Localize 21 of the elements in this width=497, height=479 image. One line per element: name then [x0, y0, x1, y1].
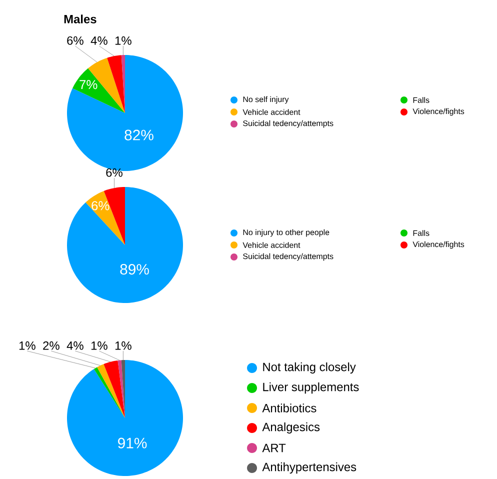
data-label: 1%	[115, 36, 132, 45]
data-label: 1%	[91, 341, 108, 350]
data-label: 82%	[124, 130, 154, 140]
legend-label: Not taking closely	[263, 362, 356, 374]
data-label: 2%	[43, 341, 60, 350]
data-label: 6%	[92, 201, 110, 210]
data-label: 91%	[118, 438, 147, 448]
data-label: 1%	[19, 341, 36, 350]
data-label: 6%	[67, 36, 84, 45]
legend-label: Antihypertensives	[262, 462, 356, 474]
data-label: 89%	[120, 264, 149, 275]
legend-label: Analgesics	[262, 422, 320, 434]
data-label: 4%	[90, 36, 108, 45]
data-label: 7%	[80, 80, 98, 90]
legend-label: ART	[262, 444, 286, 452]
data-label: 6%	[106, 168, 122, 177]
legend-label: Liver supplements	[263, 382, 359, 394]
data-label: 1%	[115, 341, 132, 350]
legend-label: Antibiotics	[262, 404, 316, 412]
data-label: 4%	[66, 341, 84, 350]
chart-title: Males	[64, 14, 96, 24]
